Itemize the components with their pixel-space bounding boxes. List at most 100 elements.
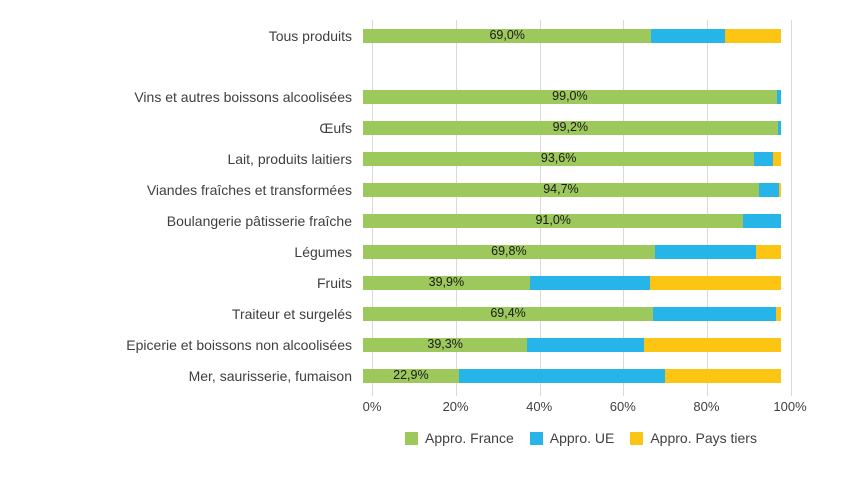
legend-label: Appro. UE (549, 430, 615, 446)
bar-value-label: 99,2% (552, 120, 589, 135)
gridline (707, 20, 709, 396)
category-label: Traiteur et surgelés (231, 305, 352, 322)
bar-segment-ue[interactable] (527, 337, 644, 352)
bar-track: 69,4% (363, 306, 781, 321)
bar-track: 91,0% (363, 213, 781, 228)
gridline (455, 20, 457, 396)
x-tick-label: 100% (773, 399, 807, 414)
chart-row: Vins et autres boissons alcoolisées 99,0… (0, 81, 858, 112)
bar-track: 99,2% (363, 120, 781, 135)
bar-segment-france[interactable]: 93,6% (363, 151, 755, 166)
bar-segment-france[interactable]: 91,0% (363, 213, 744, 228)
bar-segment-tiers[interactable] (664, 368, 781, 383)
bar-segment-france[interactable]: 69,4% (363, 306, 654, 321)
bar-segment-tiers[interactable] (643, 337, 781, 352)
bar-value-label: 39,9% (428, 275, 465, 290)
bar-track: 39,9% (363, 275, 781, 290)
category-label: Boulangerie pâtisserie fraîche (166, 212, 352, 229)
bar-segment-ue[interactable] (654, 244, 756, 259)
bar-segment-france[interactable]: 99,2% (363, 120, 778, 135)
x-axis: 0% 20% 40% 60% 80% 100% (363, 399, 807, 415)
bar-segment-ue[interactable] (651, 28, 725, 43)
gridline (623, 20, 625, 396)
chart-row: Œufs 99,2% (0, 112, 858, 143)
category-label: Œufs (319, 119, 352, 136)
x-tick-label: 0% (362, 399, 382, 414)
x-tick-label: 40% (526, 399, 553, 414)
category-label: Lait, produits laitiers (227, 150, 352, 167)
bar-segment-tiers[interactable] (778, 182, 781, 197)
legend-swatch-icon (630, 431, 644, 445)
bar-track: 22,9% (363, 368, 781, 383)
bar-segment-tiers[interactable] (775, 306, 781, 321)
row-spacer (0, 51, 858, 81)
bar-segment-france[interactable]: 99,0% (363, 89, 777, 104)
bar-segment-france[interactable]: 39,9% (363, 275, 530, 290)
chart-row: Légumes 69,8% (0, 236, 858, 267)
bar-track: 99,0% (363, 89, 781, 104)
category-label: Vins et autres boissons alcoolisées (134, 88, 352, 105)
grid-layer (372, 20, 792, 396)
bar-segment-ue[interactable] (653, 306, 776, 321)
bar-track: 69,8% (363, 244, 781, 259)
gridline (791, 20, 792, 396)
bar-value-label: 22,9% (393, 368, 429, 383)
legend-item[interactable]: Appro. Pays tiers (630, 430, 757, 446)
bar-value-label: 94,7% (543, 182, 579, 197)
bar-segment-tiers[interactable] (724, 28, 781, 43)
bar-segment-france[interactable]: 22,9% (363, 368, 459, 383)
legend-swatch-icon (529, 431, 543, 445)
legend-swatch-icon (405, 431, 419, 445)
bar-segment-ue[interactable] (529, 275, 651, 290)
bar-value-label: 93,6% (540, 151, 577, 166)
bar-segment-france[interactable]: 69,8% (363, 244, 655, 259)
x-tick-label: 20% (442, 399, 469, 414)
bar-segment-ue[interactable] (458, 368, 665, 383)
bar-track: 69,0% (363, 28, 781, 43)
bar-value-label: 99,0% (552, 89, 588, 104)
bar-value-label: 91,0% (535, 213, 571, 228)
category-label: Epicerie et boissons non alcoolisées (126, 336, 352, 353)
bar-value-label: 69,4% (490, 306, 526, 321)
bar-segment-tiers[interactable] (650, 275, 781, 290)
bar-segment-ue[interactable] (777, 120, 781, 135)
bar-value-label: 39,3% (427, 337, 463, 352)
x-tick-label: 80% (693, 399, 720, 414)
category-label: Légumes (294, 243, 352, 260)
category-label: Viandes fraîches et transformées (146, 181, 352, 198)
x-tick-label: 60% (609, 399, 636, 414)
bar-segment-ue[interactable] (776, 89, 781, 104)
chart-row: Viandes fraîches et transformées 94,7% (0, 174, 858, 205)
bar-value-label: 69,8% (491, 244, 527, 259)
chart-row: Epicerie et boissons non alcoolisées 39,… (0, 329, 858, 360)
bar-segment-tiers[interactable] (755, 244, 781, 259)
bar-segment-france[interactable]: 69,0% (363, 28, 652, 43)
legend-item[interactable]: Appro. France (405, 430, 514, 446)
chart-row: Fruits 39,9% (0, 267, 858, 298)
bar-segment-ue[interactable] (754, 151, 773, 166)
chart-row: Tous produits 69,0% (0, 20, 858, 51)
chart-row: Boulangerie pâtisserie fraîche 91,0% (0, 205, 858, 236)
category-label: Tous produits (268, 27, 352, 44)
chart-row: Traiteur et surgelés 69,4% (0, 298, 858, 329)
legend-item[interactable]: Appro. UE (529, 430, 615, 446)
chart-row: Lait, produits laitiers 93,6% (0, 143, 858, 174)
category-label: Mer, saurisserie, fumaison (188, 367, 352, 384)
legend-label: Appro. Pays tiers (650, 430, 757, 446)
bar-track: 94,7% (363, 182, 781, 197)
legend: Appro. France Appro. UE Appro. Pays tiers (372, 430, 790, 446)
bar-segment-tiers[interactable] (772, 151, 781, 166)
bar-segment-ue[interactable] (743, 213, 781, 228)
bar-segment-france[interactable]: 94,7% (363, 182, 759, 197)
y-axis-line (372, 20, 373, 396)
gridline (539, 20, 541, 396)
bar-segment-france[interactable]: 39,3% (363, 337, 528, 352)
bar-segment-ue[interactable] (758, 182, 779, 197)
bar-value-label: 69,0% (489, 28, 525, 43)
chart-row: Mer, saurisserie, fumaison 22,9% (0, 360, 858, 391)
category-label: Fruits (317, 274, 352, 291)
bar-track: 39,3% (363, 337, 781, 352)
bar-track: 93,6% (363, 151, 781, 166)
legend-label: Appro. France (425, 430, 514, 446)
